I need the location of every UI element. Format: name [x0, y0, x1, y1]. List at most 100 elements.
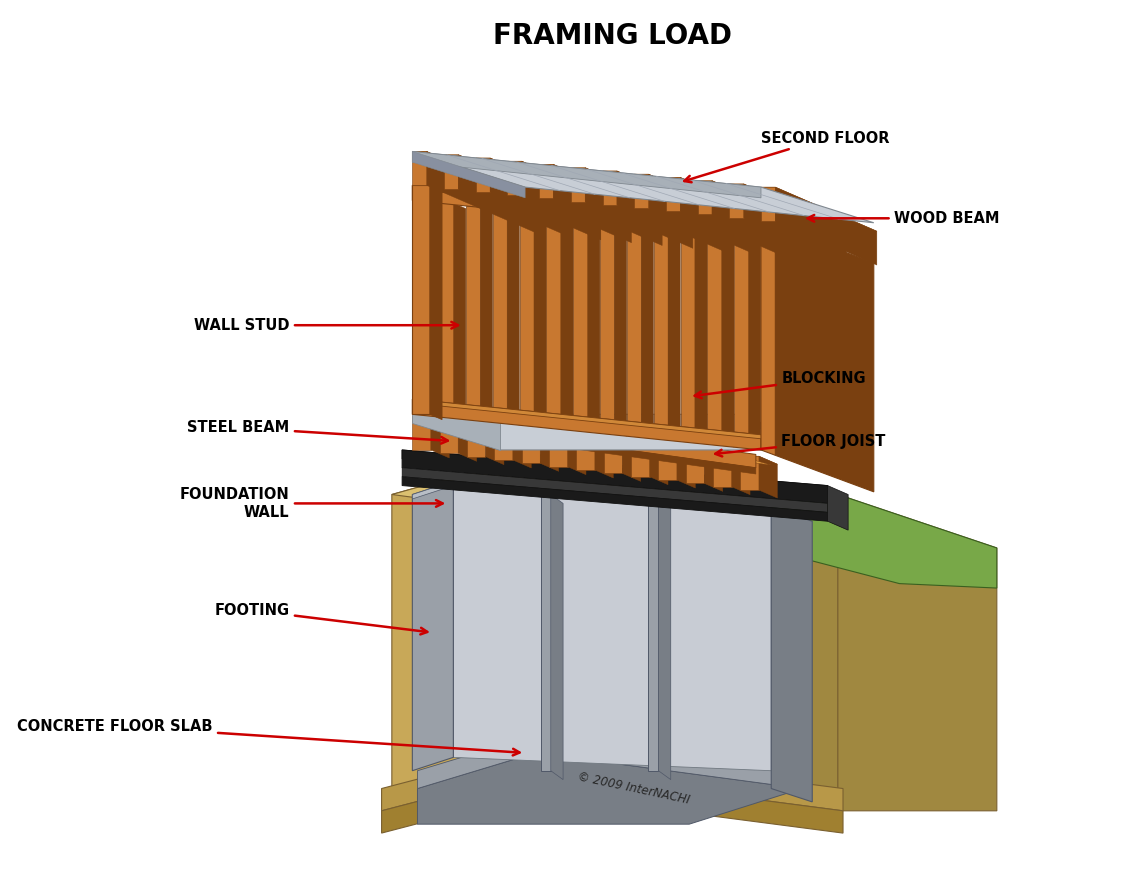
Polygon shape: [530, 429, 772, 465]
Polygon shape: [540, 429, 559, 471]
Polygon shape: [426, 151, 540, 234]
Polygon shape: [759, 456, 777, 498]
Polygon shape: [681, 228, 695, 439]
Polygon shape: [453, 481, 772, 771]
Polygon shape: [444, 155, 570, 203]
Polygon shape: [413, 151, 540, 200]
Polygon shape: [392, 454, 838, 535]
Polygon shape: [413, 200, 426, 412]
Polygon shape: [686, 449, 722, 458]
Polygon shape: [775, 187, 876, 266]
Polygon shape: [493, 208, 507, 420]
Polygon shape: [530, 437, 756, 474]
Polygon shape: [603, 171, 616, 205]
Polygon shape: [772, 508, 812, 802]
Polygon shape: [698, 181, 712, 215]
Polygon shape: [413, 481, 453, 771]
Polygon shape: [560, 214, 573, 430]
Polygon shape: [439, 203, 453, 414]
Polygon shape: [686, 449, 704, 483]
Polygon shape: [444, 155, 458, 189]
Polygon shape: [760, 221, 775, 455]
Polygon shape: [507, 161, 631, 208]
Polygon shape: [417, 735, 802, 789]
Polygon shape: [413, 185, 760, 236]
Polygon shape: [392, 454, 536, 811]
Polygon shape: [576, 437, 595, 470]
Polygon shape: [641, 223, 654, 439]
Polygon shape: [649, 443, 668, 485]
Polygon shape: [413, 185, 430, 414]
Polygon shape: [440, 420, 477, 428]
Polygon shape: [648, 174, 754, 254]
Polygon shape: [712, 181, 816, 259]
Polygon shape: [539, 165, 554, 199]
Polygon shape: [490, 158, 601, 240]
Polygon shape: [828, 486, 848, 530]
Polygon shape: [539, 165, 663, 212]
Polygon shape: [494, 426, 513, 460]
Polygon shape: [413, 151, 760, 198]
Polygon shape: [631, 443, 649, 477]
Polygon shape: [570, 168, 693, 215]
Polygon shape: [838, 495, 997, 811]
Polygon shape: [536, 454, 838, 811]
Polygon shape: [587, 217, 600, 433]
Polygon shape: [648, 495, 658, 771]
Polygon shape: [476, 158, 490, 192]
Polygon shape: [740, 456, 777, 464]
Polygon shape: [616, 171, 723, 251]
Polygon shape: [775, 226, 874, 492]
Polygon shape: [381, 771, 843, 833]
Polygon shape: [760, 187, 775, 221]
Polygon shape: [467, 423, 486, 456]
Text: FRAMING LOAD: FRAMING LOAD: [493, 22, 731, 50]
Polygon shape: [480, 206, 493, 422]
Polygon shape: [570, 168, 585, 201]
Polygon shape: [413, 414, 828, 450]
Polygon shape: [549, 433, 586, 441]
Polygon shape: [658, 495, 670, 780]
Polygon shape: [513, 426, 531, 468]
Text: © 2009 InterNACHI: © 2009 InterNACHI: [576, 771, 691, 806]
Polygon shape: [494, 426, 531, 434]
Text: SECOND FLOOR: SECOND FLOOR: [684, 131, 890, 183]
Polygon shape: [567, 433, 586, 475]
Polygon shape: [775, 236, 787, 453]
Polygon shape: [530, 423, 756, 468]
Polygon shape: [431, 416, 449, 458]
Polygon shape: [413, 481, 453, 499]
Polygon shape: [713, 453, 750, 461]
Polygon shape: [547, 214, 560, 425]
Polygon shape: [740, 414, 828, 456]
Polygon shape: [600, 220, 614, 431]
Polygon shape: [695, 228, 708, 445]
Text: FOUNDATION
WALL: FOUNDATION WALL: [180, 487, 442, 519]
Text: FOOTING: FOOTING: [214, 603, 428, 634]
Polygon shape: [413, 399, 760, 450]
Polygon shape: [440, 420, 458, 454]
Polygon shape: [426, 200, 439, 417]
Polygon shape: [722, 231, 734, 447]
Polygon shape: [735, 233, 748, 445]
Polygon shape: [554, 165, 663, 246]
Polygon shape: [402, 468, 828, 512]
Text: WOOD BEAM: WOOD BEAM: [808, 211, 1000, 225]
Polygon shape: [614, 220, 627, 437]
Polygon shape: [402, 450, 828, 503]
Polygon shape: [603, 171, 723, 217]
Polygon shape: [708, 231, 722, 442]
Polygon shape: [760, 187, 876, 231]
Polygon shape: [522, 429, 559, 437]
Polygon shape: [631, 443, 668, 451]
Polygon shape: [731, 453, 750, 495]
Polygon shape: [430, 185, 442, 420]
Polygon shape: [540, 495, 551, 771]
Polygon shape: [576, 437, 613, 445]
Polygon shape: [622, 439, 640, 481]
Polygon shape: [486, 423, 504, 465]
Polygon shape: [413, 151, 525, 198]
Polygon shape: [413, 399, 774, 440]
Polygon shape: [574, 217, 587, 428]
Polygon shape: [534, 211, 547, 428]
